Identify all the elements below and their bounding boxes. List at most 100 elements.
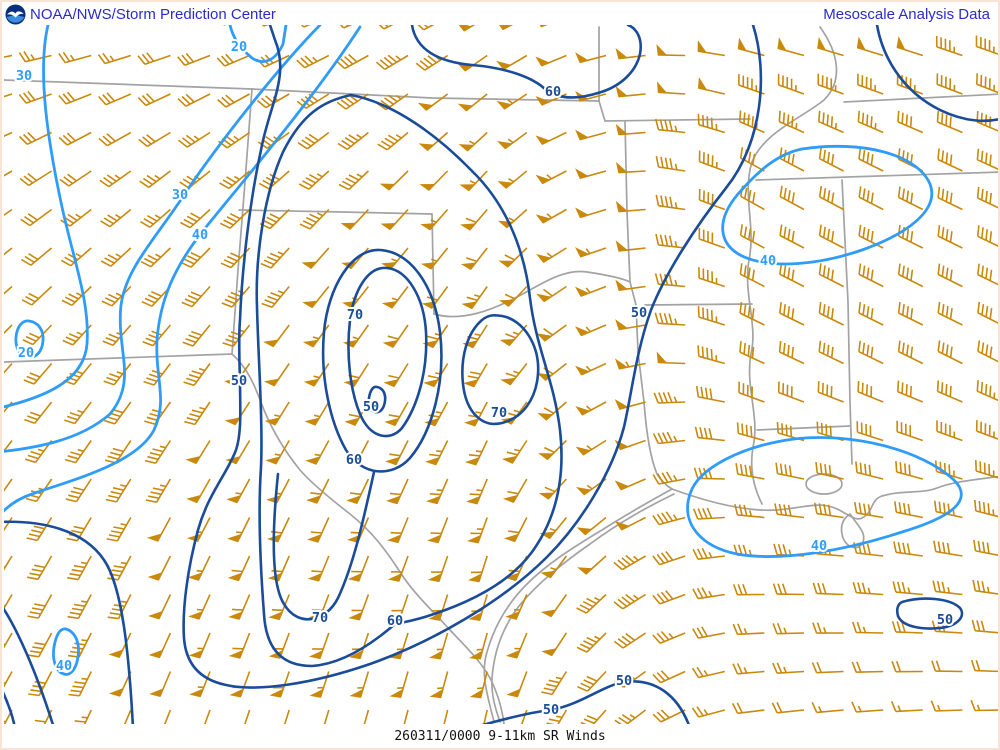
wind-barb [930, 700, 963, 712]
wind-barb [422, 324, 449, 349]
contour-label: 20 [18, 345, 34, 361]
wind-barb [575, 52, 607, 64]
wind-barb [896, 420, 924, 442]
wind-barb [538, 478, 567, 500]
wind-barb [697, 306, 726, 326]
wind-barb [499, 25, 514, 31]
wind-barb [104, 440, 132, 464]
wind-barb [425, 440, 449, 466]
wind-barb [692, 587, 725, 600]
wind-barb [265, 440, 290, 465]
wind-barb [423, 363, 449, 388]
wind-barb [339, 25, 353, 29]
wind-barb [498, 247, 528, 268]
wind-barb [858, 224, 884, 249]
wind-barb [897, 224, 924, 249]
wind-barb [536, 362, 567, 381]
wind-barb [18, 90, 52, 104]
wind-barb [777, 73, 805, 95]
wind-barb [427, 555, 449, 583]
wind-barb [183, 363, 211, 387]
contour-label: 30 [16, 68, 32, 84]
wind-barb [261, 285, 290, 309]
wind-barb [891, 661, 923, 673]
wind-barb [897, 110, 924, 134]
contour-label: 40 [760, 253, 776, 269]
wind-barb [891, 621, 923, 634]
wind-barb [138, 131, 171, 148]
wind-barb [61, 285, 92, 307]
wind-barb [443, 709, 449, 724]
wind-barb [228, 594, 251, 620]
wind-barb [538, 439, 567, 461]
state-border [671, 475, 998, 520]
wind-barb [177, 93, 211, 107]
wind-barb [4, 170, 13, 177]
wind-barb [657, 8, 686, 17]
wind-barb [772, 662, 805, 674]
wind-barb [385, 440, 409, 466]
wind-barb [266, 517, 290, 543]
wind-barb [309, 671, 330, 698]
wind-barb [222, 324, 251, 348]
isotach-labels: 20 30 30 40 20 40 40 40 60 50 50 60 60 70 50 70 70 50 50 50 [14, 37, 955, 720]
wind-barb [857, 380, 884, 403]
wind-barb [738, 3, 765, 17]
wind-barb [388, 594, 409, 621]
state-border [4, 79, 600, 102]
wind-barb [4, 671, 13, 688]
contour-label: 20 [231, 39, 247, 55]
wind-barb [936, 380, 963, 403]
wind-barb [163, 709, 172, 724]
wind-barb [380, 208, 409, 231]
wind-barb [652, 630, 686, 644]
wind-barb [420, 208, 449, 231]
wind-barb [732, 663, 765, 675]
wind-barb [540, 555, 568, 579]
state-border [598, 100, 751, 122]
wind-barb [469, 671, 488, 699]
wind-barb [931, 660, 963, 673]
wind-barb [4, 555, 13, 571]
wind-barb [811, 662, 844, 674]
wind-barb [137, 93, 171, 107]
wind-barb [461, 286, 488, 310]
wind-barb [500, 363, 528, 386]
wind-barb [937, 340, 963, 365]
wind-barb [74, 709, 92, 724]
wind-barb [536, 247, 567, 263]
wind-barb [260, 247, 290, 269]
wind-barb [344, 401, 370, 426]
wind-barb [815, 462, 844, 480]
wind-barb [347, 555, 370, 582]
contour-label: 40 [192, 227, 208, 243]
header-title: NOAA/NWS/Storm Prediction Center [30, 6, 276, 23]
wind-barb [502, 440, 528, 464]
wind-barb [20, 247, 53, 266]
isotach-50 [182, 25, 763, 689]
wind-barb [19, 170, 53, 187]
wind-barb [575, 439, 607, 456]
wind-barb [244, 709, 251, 724]
wind-barb [299, 208, 330, 230]
wind-barb [857, 110, 884, 134]
wind-barb [852, 621, 884, 634]
wind-barb [654, 273, 686, 288]
wind-barb [539, 516, 568, 540]
wind-barb [817, 73, 844, 95]
wind-barb [896, 36, 924, 57]
isotach-50 [4, 520, 135, 724]
wind-barb [148, 632, 172, 659]
wind-barb [382, 324, 409, 348]
wind-barb [818, 302, 844, 326]
wind-barb [698, 227, 726, 249]
wind-barb [145, 478, 172, 503]
wind-barb [692, 626, 725, 639]
wind-barb [417, 93, 449, 111]
wind-barb [740, 185, 765, 211]
wind-barb [463, 363, 488, 388]
wind-barb [897, 263, 924, 288]
wind-barb [972, 579, 998, 595]
wind-barb [970, 659, 998, 673]
